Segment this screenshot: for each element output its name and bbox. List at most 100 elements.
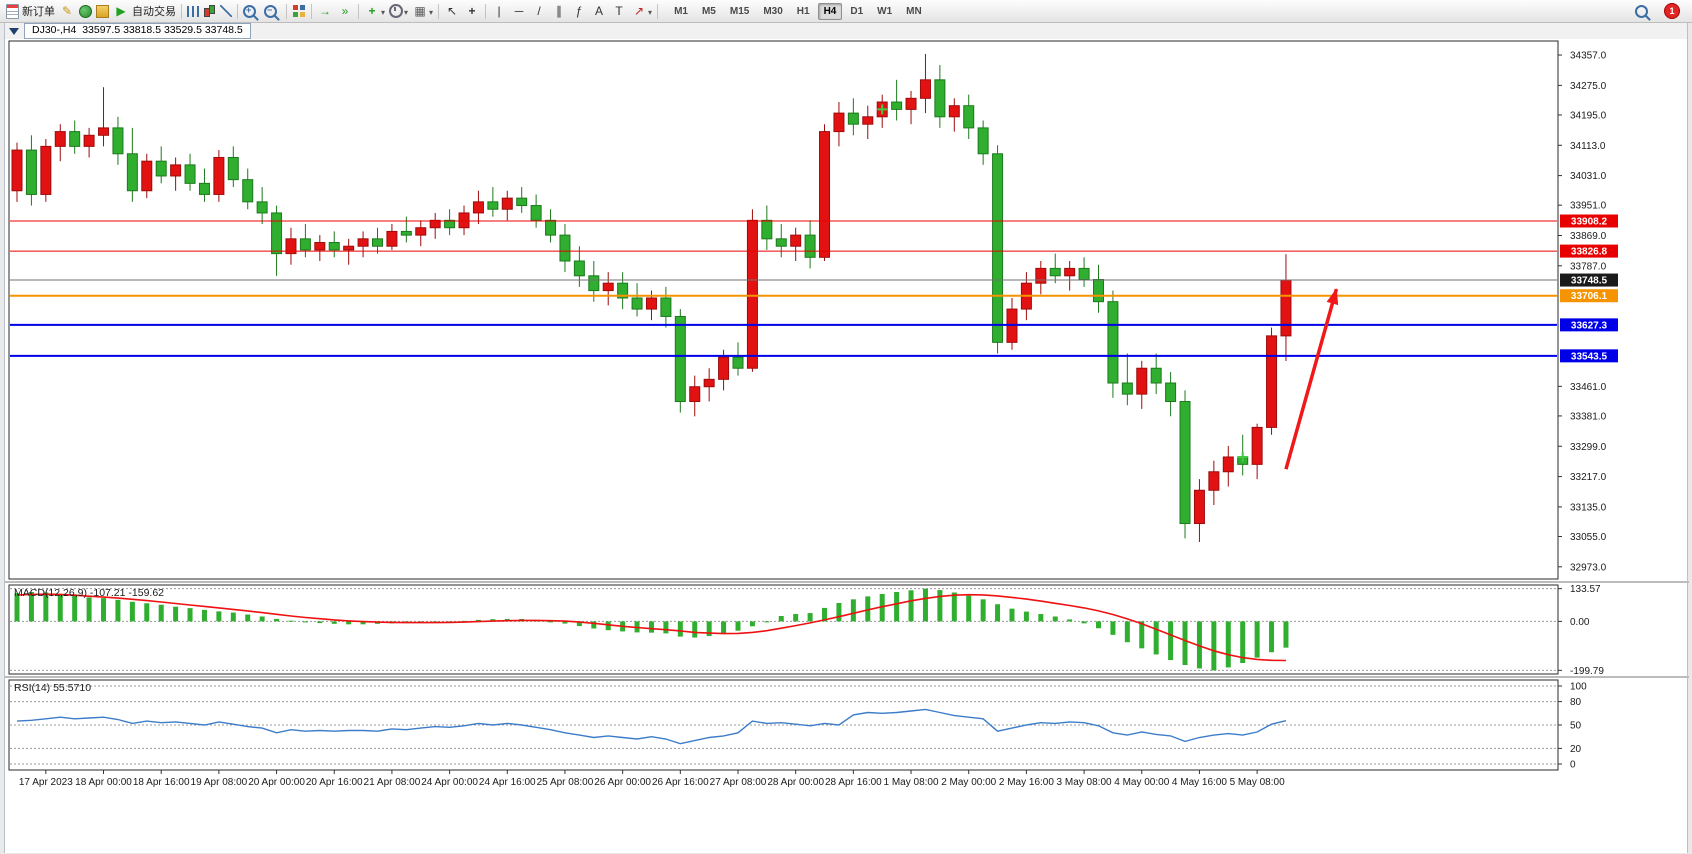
- text-label-button[interactable]: T: [609, 2, 629, 20]
- new-order-icon: [6, 3, 19, 19]
- periods-button[interactable]: [387, 2, 410, 20]
- fibonacci-button[interactable]: ƒ: [569, 2, 589, 20]
- timeframe-W1[interactable]: W1: [877, 5, 893, 17]
- candle: [98, 127, 110, 136]
- trade-marker: [1237, 451, 1248, 462]
- candlestick-button[interactable]: [201, 2, 218, 20]
- crosshair-button[interactable]: +: [462, 2, 482, 20]
- candle: [1078, 267, 1090, 280]
- candle: [1193, 489, 1205, 525]
- search-button[interactable]: [1633, 2, 1654, 20]
- toolbar-separator: [237, 3, 238, 19]
- cursor-button[interactable]: ↖: [442, 2, 462, 20]
- hline-price-box: [1560, 244, 1618, 258]
- candle: [170, 164, 182, 177]
- vertical-line-button[interactable]: |: [489, 2, 509, 20]
- bar-chart-button[interactable]: [185, 2, 201, 20]
- auto-scroll-button[interactable]: →: [315, 2, 335, 20]
- market-watch-icon: [79, 4, 92, 18]
- chart-canvas[interactable]: 34357.0 34275.0 34195.0 34113.0 34031.0 33951…: [5, 39, 1689, 854]
- autotrading-button[interactable]: ▶ 自动交易: [111, 2, 178, 20]
- trendline-icon: /: [537, 4, 541, 18]
- candle: [487, 201, 499, 210]
- candle: [1093, 278, 1104, 303]
- notification-badge[interactable]: 1: [1664, 3, 1680, 19]
- metaeditor-button[interactable]: ✎: [57, 2, 77, 20]
- candle: [674, 315, 686, 403]
- chart-title: DJ30-,H4 33597.5 33818.5 33529.5 33748.5: [24, 23, 251, 39]
- timeframe-toolbar: M1 M5 M15 M30 H1 H4 D1 W1 MN: [667, 2, 929, 20]
- candle: [804, 234, 816, 258]
- candle: [429, 219, 441, 229]
- price-axis-label: 34195.0: [1570, 110, 1607, 121]
- indicators-button[interactable]: +: [362, 2, 387, 20]
- price-axis-label: 34031.0: [1570, 171, 1607, 182]
- candle: [1179, 401, 1191, 525]
- price-axis-label: 33461.0: [1570, 382, 1607, 393]
- time-axis-label: 28 Apr 00:00: [767, 777, 824, 788]
- dropdown-caret-icon: [403, 2, 408, 20]
- candle: [1280, 279, 1292, 337]
- templates-button[interactable]: ▦: [410, 2, 435, 20]
- candle: [400, 230, 412, 236]
- candle: [328, 242, 340, 251]
- candle: [285, 238, 297, 255]
- candle: [184, 164, 196, 184]
- time-axis-label: 2 May 00:00: [941, 777, 996, 788]
- hline-price-label: 33748.5: [1571, 276, 1608, 287]
- candle: [703, 378, 715, 388]
- one-click-trading-toggle[interactable]: [9, 27, 19, 35]
- horizontal-line-icon: ─: [514, 4, 524, 18]
- candle: [790, 234, 802, 247]
- timeframe-M1[interactable]: M1: [674, 5, 688, 17]
- line-chart-button[interactable]: [218, 2, 234, 20]
- candle: [1165, 382, 1177, 403]
- new-order-button[interactable]: 新订单: [4, 2, 57, 20]
- dropdown-caret-icon: [428, 2, 433, 20]
- time-axis-label: 20 Apr 16:00: [306, 777, 363, 788]
- hline-price-box: [1560, 349, 1618, 363]
- candle: [588, 275, 600, 292]
- autotrading-icon: ▶: [116, 4, 126, 18]
- chart-shift-button[interactable]: »: [335, 2, 355, 20]
- new-order-button-label: 新订单: [22, 6, 55, 18]
- macd-axis-label: 133.57: [1570, 584, 1601, 595]
- time-axis-label: 24 Apr 16:00: [479, 777, 536, 788]
- price-axis-label: 33135.0: [1570, 502, 1607, 513]
- macd-axis-label: 0.00: [1570, 617, 1590, 628]
- candle: [69, 131, 81, 147]
- timeframe-H4[interactable]: H4: [817, 2, 843, 20]
- line-chart-icon: [220, 5, 232, 17]
- timeframe-M15[interactable]: M15: [729, 5, 750, 17]
- trendline-button[interactable]: /: [529, 2, 549, 20]
- hline-price-box: [1560, 289, 1618, 303]
- timeframe-MN[interactable]: MN: [906, 5, 922, 17]
- timeframe-D1[interactable]: D1: [850, 5, 864, 17]
- candle: [718, 356, 730, 380]
- candle: [617, 282, 629, 299]
- timeframe-H1[interactable]: H1: [796, 5, 810, 17]
- candle: [1266, 335, 1278, 428]
- arrow-tool-icon: ↗: [634, 4, 645, 18]
- text-button[interactable]: A: [589, 2, 609, 20]
- time-axis-label: 4 May 16:00: [1172, 777, 1227, 788]
- toolbar-separator: [485, 3, 487, 19]
- templates-icon: ▦: [414, 4, 426, 18]
- metaeditor-icon: ✎: [61, 4, 73, 18]
- tile-windows-button[interactable]: [290, 2, 308, 20]
- navigator-button[interactable]: [94, 2, 111, 20]
- candle: [242, 179, 254, 203]
- zoom-in-button[interactable]: [241, 2, 262, 20]
- arrows-button[interactable]: ↗: [629, 2, 654, 20]
- timeframe-M30[interactable]: M30: [763, 5, 783, 17]
- candle: [660, 297, 672, 317]
- hline-price-label: 33908.2: [1571, 216, 1608, 227]
- candle: [155, 160, 167, 177]
- candle: [112, 127, 124, 155]
- market-watch-button[interactable]: [77, 2, 94, 20]
- horizontal-line-button[interactable]: ─: [509, 2, 529, 20]
- candle: [126, 153, 138, 192]
- channel-button[interactable]: ∥: [549, 2, 569, 20]
- timeframe-M5[interactable]: M5: [701, 5, 716, 17]
- zoom-out-button[interactable]: [262, 2, 283, 20]
